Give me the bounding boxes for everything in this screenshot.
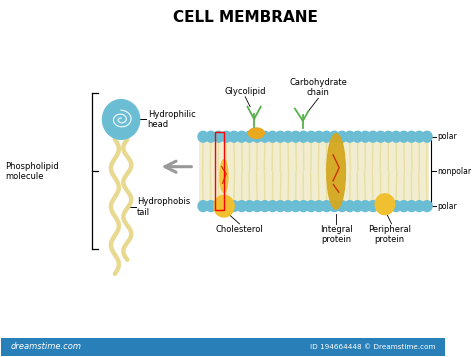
Circle shape [329, 201, 339, 212]
Circle shape [391, 201, 401, 212]
Circle shape [244, 201, 255, 212]
Text: dreamstime.com: dreamstime.com [10, 342, 81, 351]
Text: polar: polar [437, 202, 457, 211]
Circle shape [275, 201, 285, 212]
Ellipse shape [248, 128, 264, 139]
Circle shape [283, 201, 293, 212]
Circle shape [306, 131, 316, 142]
Bar [1, 338, 445, 356]
Circle shape [314, 201, 324, 212]
Circle shape [337, 131, 347, 142]
Circle shape [375, 194, 395, 215]
Circle shape [275, 131, 285, 142]
Circle shape [237, 131, 247, 142]
Circle shape [414, 201, 424, 212]
Circle shape [260, 131, 270, 142]
Circle shape [298, 131, 309, 142]
Circle shape [368, 131, 378, 142]
Circle shape [244, 131, 255, 142]
Circle shape [352, 131, 363, 142]
Circle shape [221, 131, 231, 142]
Circle shape [314, 131, 324, 142]
Text: Hydrophobis
tail: Hydrophobis tail [137, 197, 190, 217]
Text: Hydrophilic
head: Hydrophilic head [148, 110, 195, 129]
Circle shape [252, 201, 262, 212]
Circle shape [102, 100, 140, 139]
Circle shape [321, 131, 332, 142]
Circle shape [237, 201, 247, 212]
Circle shape [321, 201, 332, 212]
Circle shape [407, 131, 417, 142]
Circle shape [206, 201, 216, 212]
Circle shape [422, 131, 432, 142]
Circle shape [283, 131, 293, 142]
Text: polar: polar [437, 132, 457, 141]
Circle shape [352, 201, 363, 212]
Text: Peripheral
protein: Peripheral protein [368, 225, 411, 244]
Circle shape [360, 201, 370, 212]
Circle shape [306, 201, 316, 212]
Text: Integral
protein: Integral protein [320, 225, 353, 244]
Circle shape [399, 201, 409, 212]
Text: Cholesterol: Cholesterol [216, 225, 264, 234]
Circle shape [229, 131, 239, 142]
Text: nonpolar: nonpolar [437, 167, 471, 176]
Circle shape [391, 131, 401, 142]
Ellipse shape [327, 134, 346, 209]
FancyBboxPatch shape [199, 142, 429, 201]
Text: Phospholipid
molecule: Phospholipid molecule [5, 162, 59, 181]
Circle shape [267, 201, 278, 212]
Circle shape [198, 201, 208, 212]
Text: CELL MEMBRANE: CELL MEMBRANE [173, 10, 318, 25]
Ellipse shape [220, 160, 228, 193]
Circle shape [360, 131, 370, 142]
Circle shape [422, 201, 432, 212]
Text: ID 194664448 © Dreamstime.com: ID 194664448 © Dreamstime.com [310, 344, 436, 350]
Circle shape [198, 131, 208, 142]
Text: Glycolipid: Glycolipid [225, 87, 266, 96]
Circle shape [375, 201, 386, 212]
Circle shape [414, 131, 424, 142]
Circle shape [345, 201, 355, 212]
Circle shape [298, 201, 309, 212]
Circle shape [383, 201, 393, 212]
Text: Carbohydrate
chain: Carbohydrate chain [290, 78, 347, 97]
Circle shape [399, 131, 409, 142]
Circle shape [213, 201, 224, 212]
Circle shape [337, 201, 347, 212]
Circle shape [329, 131, 339, 142]
Circle shape [206, 131, 216, 142]
Circle shape [368, 201, 378, 212]
Circle shape [407, 201, 417, 212]
Circle shape [291, 131, 301, 142]
Circle shape [260, 201, 270, 212]
Circle shape [252, 131, 262, 142]
Circle shape [221, 201, 231, 212]
Circle shape [383, 131, 393, 142]
Circle shape [291, 201, 301, 212]
Circle shape [267, 131, 278, 142]
Circle shape [229, 201, 239, 212]
Circle shape [213, 131, 224, 142]
Circle shape [214, 195, 234, 217]
Bar [215, 132, 224, 210]
Circle shape [345, 131, 355, 142]
Circle shape [375, 131, 386, 142]
